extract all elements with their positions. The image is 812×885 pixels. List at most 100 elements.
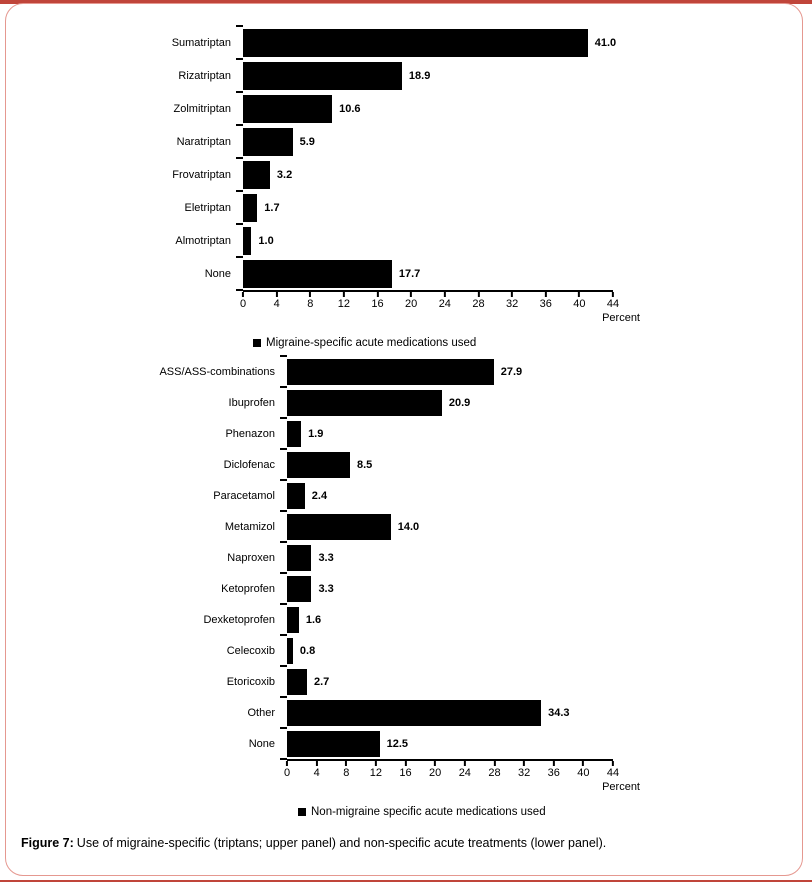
chart-row: Eletriptan 1.7 xyxy=(150,190,613,224)
bar xyxy=(287,358,494,385)
value-label: 18.9 xyxy=(408,69,431,82)
bar-track: 1.9 xyxy=(280,417,613,449)
value-label: 41.0 xyxy=(594,36,617,49)
x-tick-label: 8 xyxy=(343,767,350,779)
x-tick-mark xyxy=(410,292,413,297)
x-tick: 44 xyxy=(607,761,619,780)
x-tick-mark xyxy=(309,292,312,297)
x-tick: 24 xyxy=(439,292,451,311)
x-axis-spacer xyxy=(150,759,287,803)
x-tick-label: 32 xyxy=(505,298,519,310)
value-label: 8.5 xyxy=(356,458,373,471)
bar-track: 41.0 xyxy=(236,25,617,59)
chart-row: Etoricoxib 2.7 xyxy=(150,665,613,697)
x-tick: 40 xyxy=(577,761,589,780)
value-label: 1.9 xyxy=(308,427,324,440)
value-label: 1.7 xyxy=(264,201,280,214)
bar-track: 3.3 xyxy=(280,572,613,604)
value-label: 34.3 xyxy=(548,706,570,719)
chart-row: Zolmitriptan 10.6 xyxy=(150,91,613,125)
x-tick-mark xyxy=(612,761,614,766)
x-tick-label: 20 xyxy=(429,767,442,779)
chart-row: Dexketoprofen 1.6 xyxy=(150,603,613,635)
x-tick-mark xyxy=(582,761,585,766)
chart-row: Paracetamol 2.4 xyxy=(150,479,613,511)
bar-track: 1.0 xyxy=(236,223,613,257)
x-tick-mark xyxy=(552,761,555,766)
x-tick-label: 40 xyxy=(573,298,586,310)
x-tick-mark xyxy=(612,292,614,297)
bar xyxy=(287,451,350,478)
bar-track: 8.5 xyxy=(280,448,613,480)
category-label: Almotriptan xyxy=(175,234,231,247)
bar-track: 14.0 xyxy=(280,510,613,542)
x-axis-line: Percent 0 4 8 12 16 20 24 28 32 36 40 44 xyxy=(240,290,640,334)
chart-row: Ibuprofen 20.9 xyxy=(150,386,613,418)
x-tick-mark xyxy=(315,761,318,766)
x-tick-label: 4 xyxy=(313,767,320,779)
category-label: None xyxy=(204,267,231,280)
figure-caption-label: Figure 7: xyxy=(21,836,74,850)
category-label: Metamizol xyxy=(224,520,275,533)
category-label: None xyxy=(248,737,275,750)
x-tick: 32 xyxy=(518,761,530,780)
bar xyxy=(243,160,270,189)
value-label: 10.6 xyxy=(339,102,361,115)
legend-label: Migraine-specific acute medications used xyxy=(266,337,477,349)
x-axis: Percent 0 4 8 12 16 20 24 28 32 36 40 44 xyxy=(150,290,640,334)
bar xyxy=(243,61,402,90)
x-tick-label: 0 xyxy=(283,767,291,779)
value-label: 27.9 xyxy=(500,365,523,378)
x-tick-mark xyxy=(578,292,581,297)
x-tick: 4 xyxy=(274,292,280,311)
x-tick-mark xyxy=(477,292,480,297)
non-migraine-specific-medications-chart: ASS/ASS-combinations 27.9 Ibuprofen 20.9 Phe… xyxy=(150,355,640,819)
chart-row: Frovatriptan 3.2 xyxy=(150,157,613,191)
chart-row: Naproxen 3.3 xyxy=(150,541,613,573)
x-tick-label: 12 xyxy=(337,298,351,310)
x-tick-label: 8 xyxy=(307,298,314,310)
x-tick: 20 xyxy=(429,761,441,780)
x-tick-label: 44 xyxy=(606,767,620,779)
chart-row: Phenazon 1.9 xyxy=(150,417,613,449)
value-label: 3.3 xyxy=(318,582,334,595)
x-tick-mark xyxy=(463,761,466,766)
value-label: 3.3 xyxy=(318,551,334,564)
category-label: Ibuprofen xyxy=(228,396,275,409)
value-label: 3.2 xyxy=(276,168,293,181)
chart-rows: ASS/ASS-combinations 27.9 Ibuprofen 20.9 Phe… xyxy=(150,355,613,760)
chart-row: None 17.7 xyxy=(150,256,613,291)
x-tick-mark xyxy=(286,761,288,766)
category-label: Other xyxy=(247,706,275,719)
bar-track: 0.8 xyxy=(280,634,613,666)
x-tick-label: 0 xyxy=(239,298,247,310)
chart-row: Rizatriptan 18.9 xyxy=(150,58,613,92)
bar-track: 18.9 xyxy=(236,58,613,92)
x-tick: 0 xyxy=(240,292,246,311)
x-tick-label: 32 xyxy=(517,767,531,779)
bar xyxy=(287,606,299,633)
x-axis-line: Percent 0 4 8 12 16 20 24 28 32 36 40 44 xyxy=(284,759,640,803)
chart-row: Almotriptan 1.0 xyxy=(150,223,613,257)
x-axis-title: Percent xyxy=(602,312,640,324)
x-tick-label: 24 xyxy=(458,767,471,779)
bar-track: 1.6 xyxy=(280,603,613,635)
x-tick: 40 xyxy=(573,292,585,311)
bar-track: 5.9 xyxy=(236,124,613,158)
x-tick-label: 4 xyxy=(273,298,280,310)
bar-track: 3.2 xyxy=(236,157,613,191)
x-tick: 8 xyxy=(307,292,313,311)
bar xyxy=(287,420,302,447)
value-label: 5.9 xyxy=(299,135,315,148)
value-label: 14.0 xyxy=(397,520,420,533)
bar-track: 1.7 xyxy=(236,190,613,224)
x-tick: 0 xyxy=(284,761,290,780)
category-label: Paracetamol xyxy=(213,489,275,502)
category-label: Zolmitriptan xyxy=(173,102,231,115)
page-top-accent-bar xyxy=(0,0,812,4)
bar xyxy=(287,513,391,540)
figure-content: Sumatriptan 41.0 Rizatriptan 18.9 Zolmitript… xyxy=(150,25,640,819)
x-axis: Percent 0 4 8 12 16 20 24 28 32 36 40 44 xyxy=(150,759,640,803)
x-tick: 16 xyxy=(399,761,412,780)
x-axis-spacer xyxy=(150,290,243,334)
